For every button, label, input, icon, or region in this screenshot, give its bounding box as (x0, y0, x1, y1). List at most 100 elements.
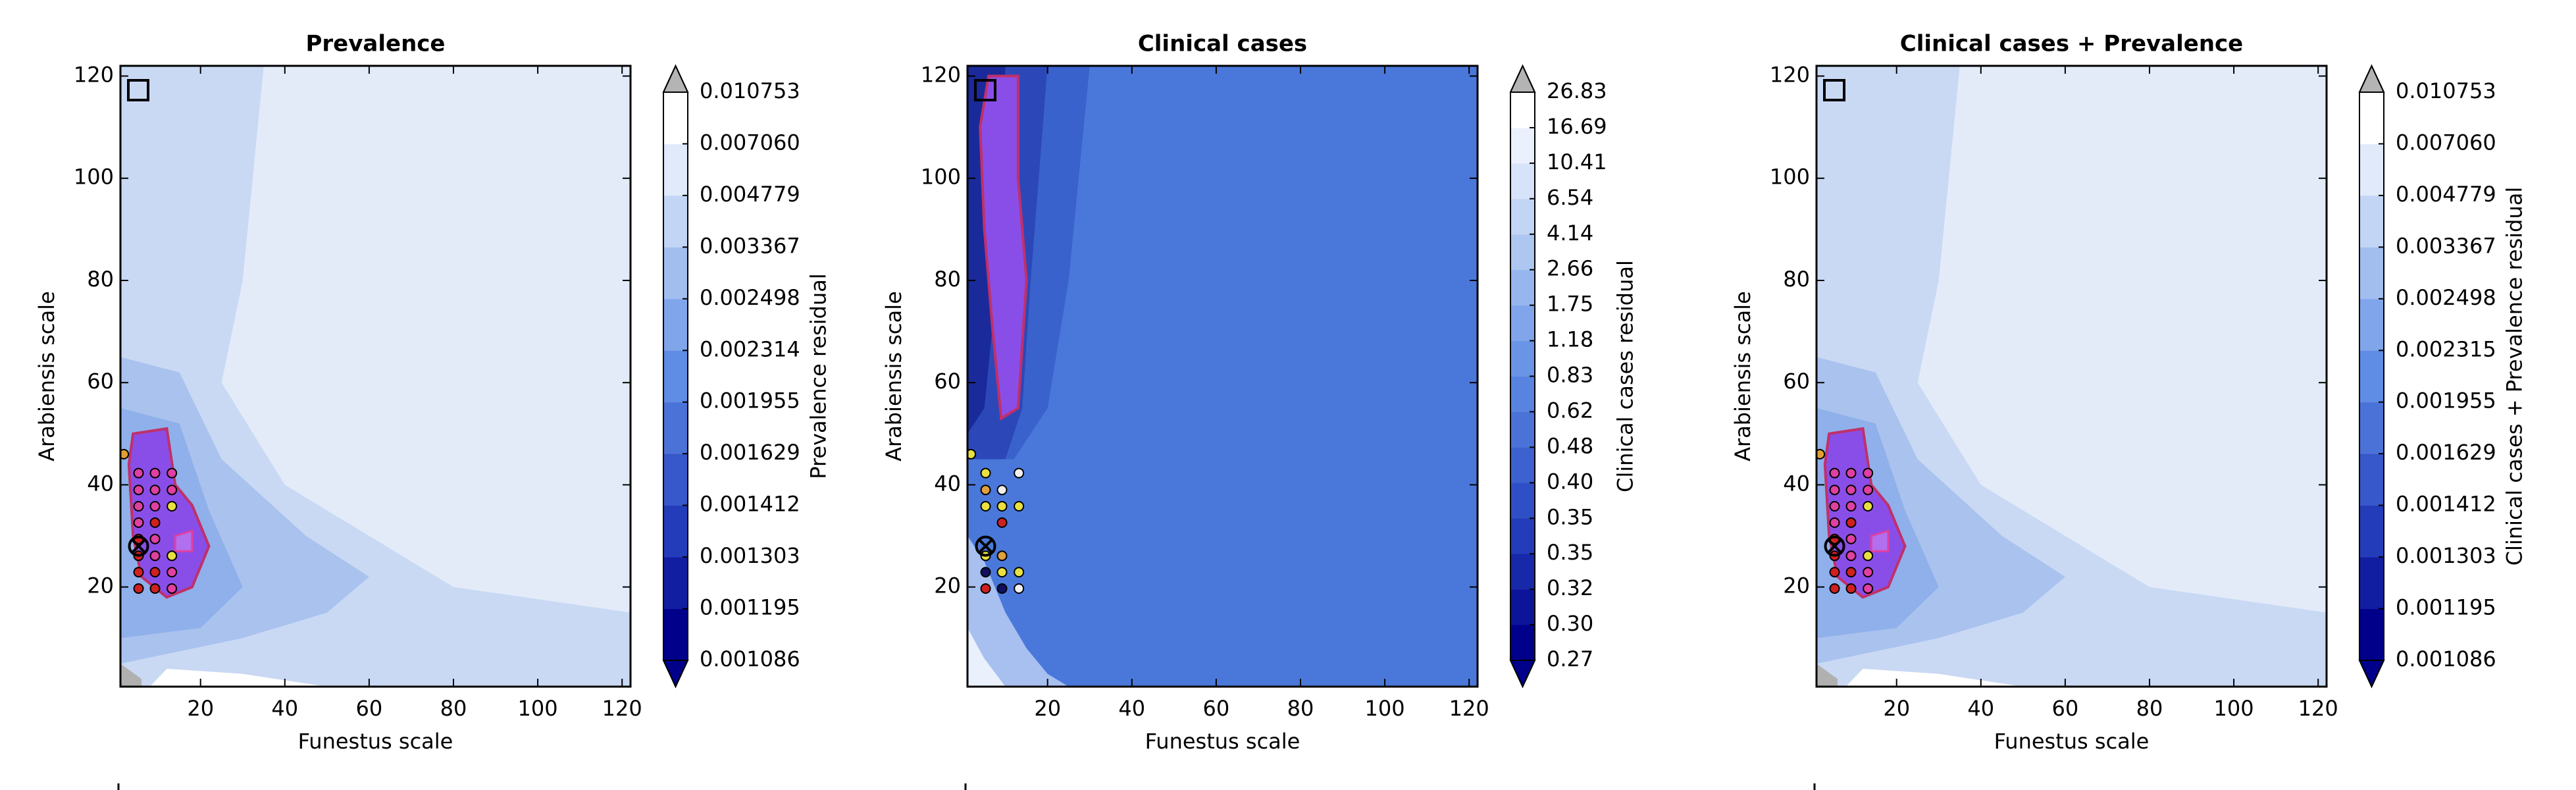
y-tick-label: 100 (74, 165, 114, 190)
colorbar-band (2359, 350, 2384, 403)
colorbar-tick-label: 16.69 (1547, 114, 1607, 139)
axes-frame (966, 65, 1479, 688)
colorbar-band (2359, 298, 2384, 351)
scatter-point (980, 583, 991, 594)
scatter-point (133, 517, 144, 528)
colorbar-tick-label: 0.35 (1547, 504, 1593, 529)
scatter-point (1829, 567, 1840, 578)
scatter-point (996, 583, 1008, 594)
x-tick-label: 80 (440, 696, 467, 721)
scatter-point (1845, 583, 1857, 594)
x-tick-label: 120 (1449, 696, 1489, 721)
scatter-point (1845, 533, 1857, 544)
y-tick-label: 60 (1783, 369, 1810, 394)
colorbar-band (1510, 305, 1535, 342)
colorbar-band (663, 247, 688, 300)
colorbar-tick-label: 26.83 (1547, 78, 1607, 103)
colorbar-band (663, 557, 688, 610)
colorbar-tick-label: 0.001303 (2396, 543, 2496, 568)
scatter-point (120, 448, 130, 460)
colorbar-extend-under (2358, 660, 2385, 689)
x-tick-label: 60 (1203, 696, 1230, 721)
colorbar-tick-label: 0.32 (1547, 575, 1593, 600)
x-axis-label: Funestus scale (1994, 729, 2150, 754)
scatter-point (1845, 467, 1857, 479)
scatter-point (149, 517, 161, 528)
scatter-point (996, 517, 1008, 528)
scatter-point (133, 485, 144, 496)
colorbar-band (2359, 195, 2384, 248)
colorbar-extend-over (2358, 64, 2385, 93)
target-cross (978, 539, 993, 554)
colorbar-tick-label: 0.001412 (2396, 492, 2496, 517)
colorbar-tick-label: 1.75 (1547, 292, 1593, 317)
colorbar-tick-label: 0.35 (1547, 540, 1593, 565)
chart-title: Clinical cases + Prevalence (1900, 31, 2244, 57)
colorbar-band (1510, 554, 1535, 590)
scatter-point (1845, 550, 1857, 562)
target-marker (975, 535, 996, 557)
x-tick-label: 20 (1034, 696, 1061, 721)
chart-title: Prevalence (306, 31, 446, 57)
chart-title: Clinical cases (1138, 31, 1307, 57)
scatter-point (1829, 467, 1840, 479)
scatter-point (149, 550, 161, 562)
scatter-point (149, 501, 161, 512)
y-tick-label: 40 (1783, 471, 1810, 496)
colorbar-tick-label: 0.001629 (2396, 440, 2496, 465)
scatter-point (133, 567, 144, 578)
scatter-point (1863, 485, 1874, 496)
y-tick-label: 60 (934, 369, 961, 394)
colorbar-band (663, 505, 688, 558)
x-tick-label: 120 (602, 696, 642, 721)
contour-region (1816, 664, 1838, 687)
scatter-point (1014, 467, 1025, 479)
y-tick-label: 100 (1770, 165, 1810, 190)
x-tick-label: 80 (1287, 696, 1314, 721)
x-tick-label: 40 (1118, 696, 1145, 721)
scatter-point (167, 550, 178, 562)
contour-highlight (1823, 427, 1907, 599)
contour-highlight (979, 74, 1028, 421)
axes-frame (119, 65, 632, 688)
colorbar-extend-over (1509, 64, 1536, 93)
colorbar-tick-label: 1.18 (1547, 327, 1593, 352)
y-tick-label: 20 (934, 573, 961, 598)
colorbar-band (2359, 505, 2384, 558)
y-axis-label: Arabiensis scale (1730, 291, 1755, 461)
colorbar-band (1510, 447, 1535, 483)
scatter-point (1829, 517, 1840, 528)
colorbar-tick-label: 0.001195 (700, 595, 800, 620)
scatter-point (1863, 550, 1874, 562)
scatter-point (1816, 448, 1826, 460)
scatter-point (149, 533, 161, 544)
colorbar-tick-label: 0.001629 (700, 440, 800, 465)
scatter-point (996, 485, 1008, 496)
scatter-point (1863, 567, 1874, 578)
colorbar-extend-under (662, 660, 689, 689)
scatter-point (1863, 583, 1874, 594)
y-tick-label: 100 (921, 165, 961, 190)
colorbar-tick-label: 0.002314 (700, 336, 800, 361)
x-tick-label: 120 (2298, 696, 2338, 721)
contour-highlight (127, 427, 211, 599)
colorbar-band (1510, 163, 1535, 199)
scatter-point (1863, 467, 1874, 479)
scatter-point (167, 583, 178, 594)
contour-region (967, 66, 1478, 687)
colorbar-label: Prevalence residual (806, 273, 831, 479)
scatter-point (167, 485, 178, 496)
colorbar-tick-label: 0.30 (1547, 611, 1593, 636)
colorbar-tick-label: 4.14 (1547, 221, 1593, 246)
colorbar-band (2359, 402, 2384, 454)
colorbar-band (2359, 454, 2384, 506)
x-tick-label: 40 (1967, 696, 1994, 721)
colorbar-band (663, 350, 688, 403)
colorbar-extend-under (1509, 660, 1536, 689)
y-tick-label: 60 (87, 369, 114, 394)
x-tick-label: 60 (356, 696, 383, 721)
scatter-point (167, 467, 178, 479)
colorbar-band (1510, 518, 1535, 554)
y-tick-label: 80 (87, 267, 114, 292)
y-tick-label: 80 (1783, 267, 1810, 292)
